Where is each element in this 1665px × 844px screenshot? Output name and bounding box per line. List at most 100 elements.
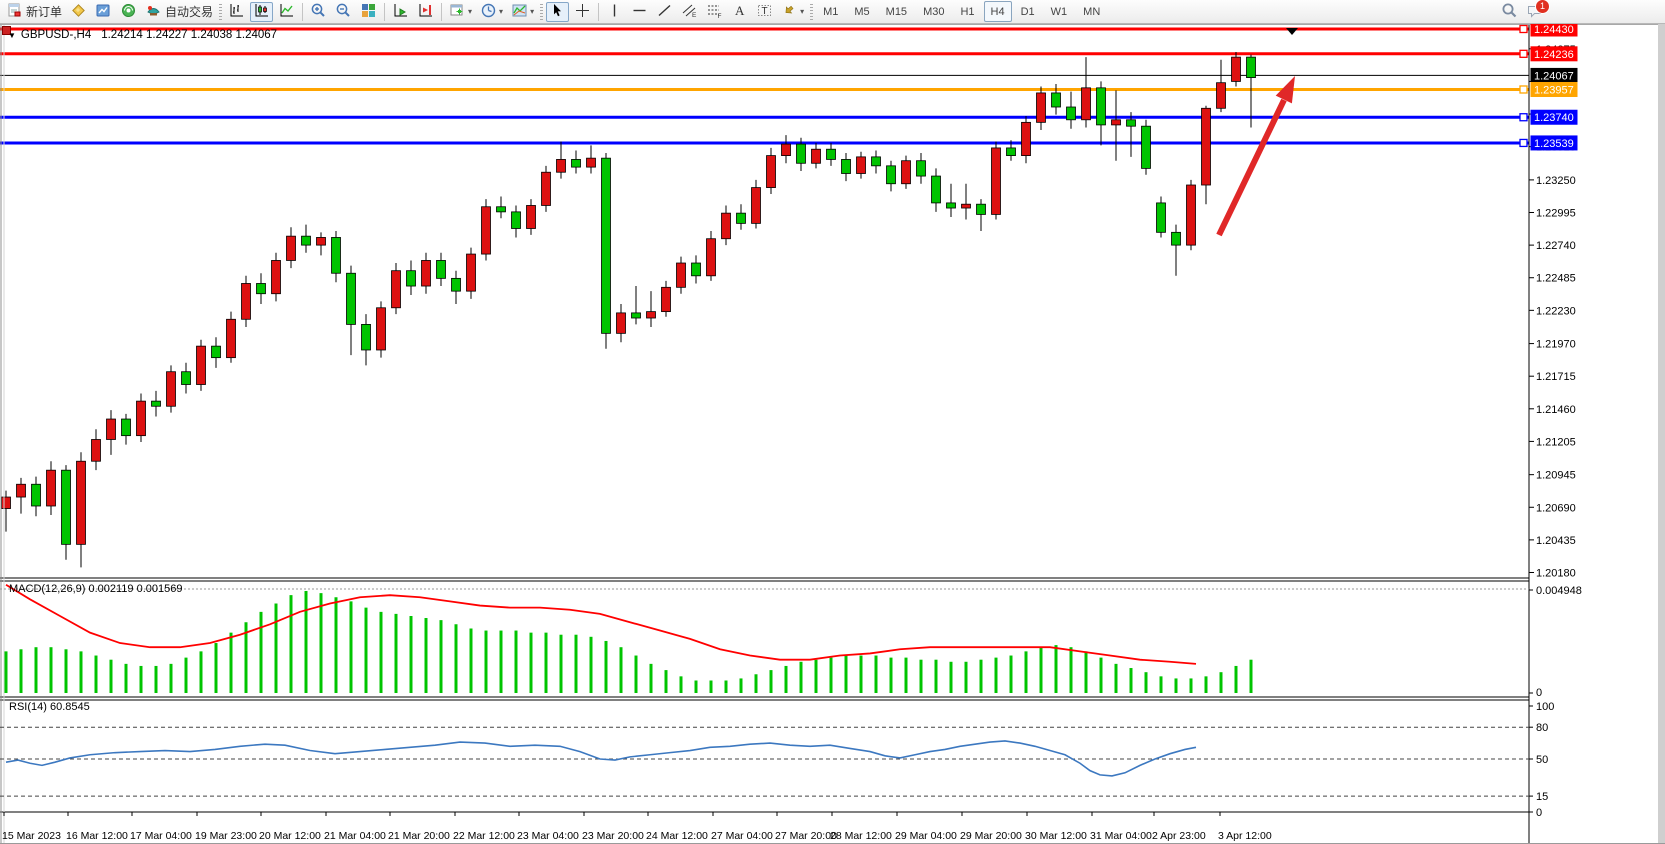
timeframe-h1-button[interactable]: H1 bbox=[960, 5, 975, 18]
price-axis[interactable]: 1.242751.240201.237651.235101.232501.229… bbox=[1519, 21, 1578, 579]
rsi-indicator-label: RSI(14) 60.8545 bbox=[9, 701, 90, 713]
periods-clock-icon bbox=[480, 2, 497, 22]
chart-symbol-period: GBPUSD-,H4 bbox=[20, 29, 92, 41]
svg-text:1.22995: 1.22995 bbox=[1536, 208, 1576, 220]
zoom-in-button[interactable] bbox=[307, 2, 330, 22]
svg-text:1.21460: 1.21460 bbox=[1536, 404, 1576, 416]
toolbar-right-group: 1 bbox=[1497, 0, 1550, 22]
market-watch-button[interactable] bbox=[67, 2, 90, 22]
chart-svg[interactable]: 1.242751.240201.237651.235101.232501.229… bbox=[0, 21, 1665, 844]
signals-button[interactable] bbox=[117, 2, 140, 22]
svg-text:1.20180: 1.20180 bbox=[1536, 567, 1576, 579]
horizontal-line-tool-button[interactable] bbox=[628, 2, 651, 22]
text-icon: A bbox=[731, 2, 748, 22]
channel-tool-button[interactable]: E bbox=[678, 2, 701, 22]
text-tool-button[interactable]: A bbox=[728, 2, 751, 22]
timeframe-mn-button[interactable]: MN bbox=[1083, 5, 1101, 18]
svg-text:15 Mar 2023: 15 Mar 2023 bbox=[2, 830, 61, 842]
zoom-out-icon bbox=[335, 2, 352, 22]
templates-button[interactable]: ▾ bbox=[508, 2, 537, 22]
dropdown-caret-icon: ▾ bbox=[530, 7, 535, 16]
svg-text:T: T bbox=[762, 6, 768, 17]
gold-nugget-icon bbox=[70, 2, 87, 22]
chart-ohlc-values: 1.24214 1.24227 1.24038 1.24067 bbox=[101, 29, 278, 41]
auto-scroll-button[interactable] bbox=[389, 2, 412, 22]
svg-text:22 Mar 12:00: 22 Mar 12:00 bbox=[453, 830, 515, 842]
toolbar-grip bbox=[810, 3, 814, 20]
svg-text:1.22230: 1.22230 bbox=[1536, 305, 1576, 317]
toolbar-separator bbox=[441, 2, 443, 21]
zoom-out-button[interactable] bbox=[332, 2, 355, 22]
chart-title: ▼ GBPUSD-,H4 1.24214 1.24227 1.24038 1.240… bbox=[8, 29, 277, 41]
svg-text:100: 100 bbox=[1536, 701, 1554, 713]
line-chart-icon bbox=[278, 2, 295, 22]
timeframe-m1-button[interactable]: M1 bbox=[823, 5, 839, 18]
trend-arrow-annotation[interactable] bbox=[1216, 76, 1295, 237]
svg-text:1.21205: 1.21205 bbox=[1536, 436, 1576, 448]
new-chart-icon bbox=[449, 2, 466, 22]
cursor-tool-button[interactable] bbox=[546, 1, 570, 22]
svg-text:1.24236: 1.24236 bbox=[1534, 49, 1574, 61]
periods-button[interactable]: ▾ bbox=[477, 2, 506, 22]
text-label-tool-button[interactable]: T bbox=[753, 2, 776, 22]
new-order-button[interactable]: 新订单 bbox=[3, 2, 65, 22]
horizontal-line-icon bbox=[631, 2, 648, 22]
timeframe-w1-button[interactable]: W1 bbox=[1050, 5, 1068, 18]
svg-text:0: 0 bbox=[1536, 687, 1542, 699]
macd-indicator-label: MACD(12,26,9) 0.002119 0.001569 bbox=[9, 583, 183, 595]
data-window-button[interactable] bbox=[92, 2, 115, 22]
candlestick-chart-button[interactable] bbox=[250, 1, 274, 22]
svg-text:16 Mar 12:00: 16 Mar 12:00 bbox=[66, 830, 128, 842]
notifications-button[interactable]: 1 bbox=[1523, 0, 1550, 22]
bar-chart-icon bbox=[228, 2, 245, 22]
svg-text:1.23740: 1.23740 bbox=[1534, 112, 1574, 124]
timeframe-m30-button[interactable]: M30 bbox=[923, 5, 945, 18]
svg-text:0.004948: 0.004948 bbox=[1536, 585, 1582, 597]
cursor-icon bbox=[549, 2, 566, 22]
crosshair-tool-button[interactable] bbox=[571, 2, 594, 22]
equidistant-channel-icon: E bbox=[681, 2, 698, 22]
auto-trading-icon bbox=[145, 2, 162, 22]
svg-text:21 Mar 20:00: 21 Mar 20:00 bbox=[388, 830, 450, 842]
svg-text:1.23539: 1.23539 bbox=[1534, 138, 1574, 150]
toolbar-separator bbox=[598, 2, 600, 21]
time-axis[interactable]: 15 Mar 2023 16 Mar 12:00 17 Mar 04:00 19 Ma… bbox=[2, 812, 1272, 842]
rsi-pane: 100 80 50 15 0 bbox=[0, 701, 1554, 819]
dropdown-caret-icon: ▾ bbox=[800, 7, 805, 16]
candlestick-chart-icon bbox=[253, 2, 270, 22]
search-icon bbox=[1501, 2, 1518, 22]
vertical-line-tool-button[interactable] bbox=[603, 2, 626, 22]
auto-trading-button[interactable]: 自动交易 bbox=[142, 2, 216, 22]
toolbar: 新订单 自动交易 ▾ ▾ ▾ E F A T ▾ M1 M5 M15 M30 H1 H4 D1 W1 MN 1 bbox=[0, 0, 1665, 24]
notification-badge: 1 bbox=[1535, 0, 1550, 14]
tile-windows-icon bbox=[360, 2, 377, 22]
green-signal-icon bbox=[120, 2, 137, 22]
svg-text:50: 50 bbox=[1536, 754, 1548, 766]
search-button[interactable] bbox=[1498, 2, 1521, 22]
line-chart-button[interactable] bbox=[275, 2, 298, 22]
blue-chart-window-icon bbox=[95, 2, 112, 22]
svg-text:2 Apr 23:00: 2 Apr 23:00 bbox=[1152, 830, 1206, 842]
chart-window: 1.242751.240201.237651.235101.232501.229… bbox=[0, 21, 1665, 844]
timeframe-m5-button[interactable]: M5 bbox=[854, 5, 870, 18]
svg-text:21 Mar 04:00: 21 Mar 04:00 bbox=[324, 830, 386, 842]
bar-chart-button[interactable] bbox=[225, 2, 248, 22]
chart-dropdown-icon[interactable]: ▼ bbox=[8, 31, 16, 40]
fibonacci-tool-button[interactable]: F bbox=[703, 2, 726, 22]
new-order-icon bbox=[6, 2, 23, 22]
chart-shift-button[interactable] bbox=[414, 2, 437, 22]
chart-canvas[interactable]: 1.242751.240201.237651.235101.232501.229… bbox=[0, 21, 1665, 844]
trendline-tool-button[interactable] bbox=[653, 2, 676, 22]
toolbar-separator bbox=[302, 2, 304, 21]
text-label-icon: T bbox=[756, 2, 773, 22]
tile-windows-button[interactable] bbox=[357, 2, 380, 22]
arrows-tool-button[interactable]: ▾ bbox=[778, 2, 807, 22]
arrows-icon bbox=[781, 2, 798, 22]
new-chart-button[interactable]: ▾ bbox=[446, 2, 475, 22]
timeframe-d1-button[interactable]: D1 bbox=[1020, 5, 1035, 18]
svg-text:24 Mar 12:00: 24 Mar 12:00 bbox=[646, 830, 708, 842]
timeframe-h4-button[interactable]: H4 bbox=[983, 1, 1012, 22]
timeframe-m15-button[interactable]: M15 bbox=[885, 5, 908, 18]
price-levels-layer[interactable] bbox=[0, 27, 1529, 145]
svg-text:1.22485: 1.22485 bbox=[1536, 273, 1576, 285]
